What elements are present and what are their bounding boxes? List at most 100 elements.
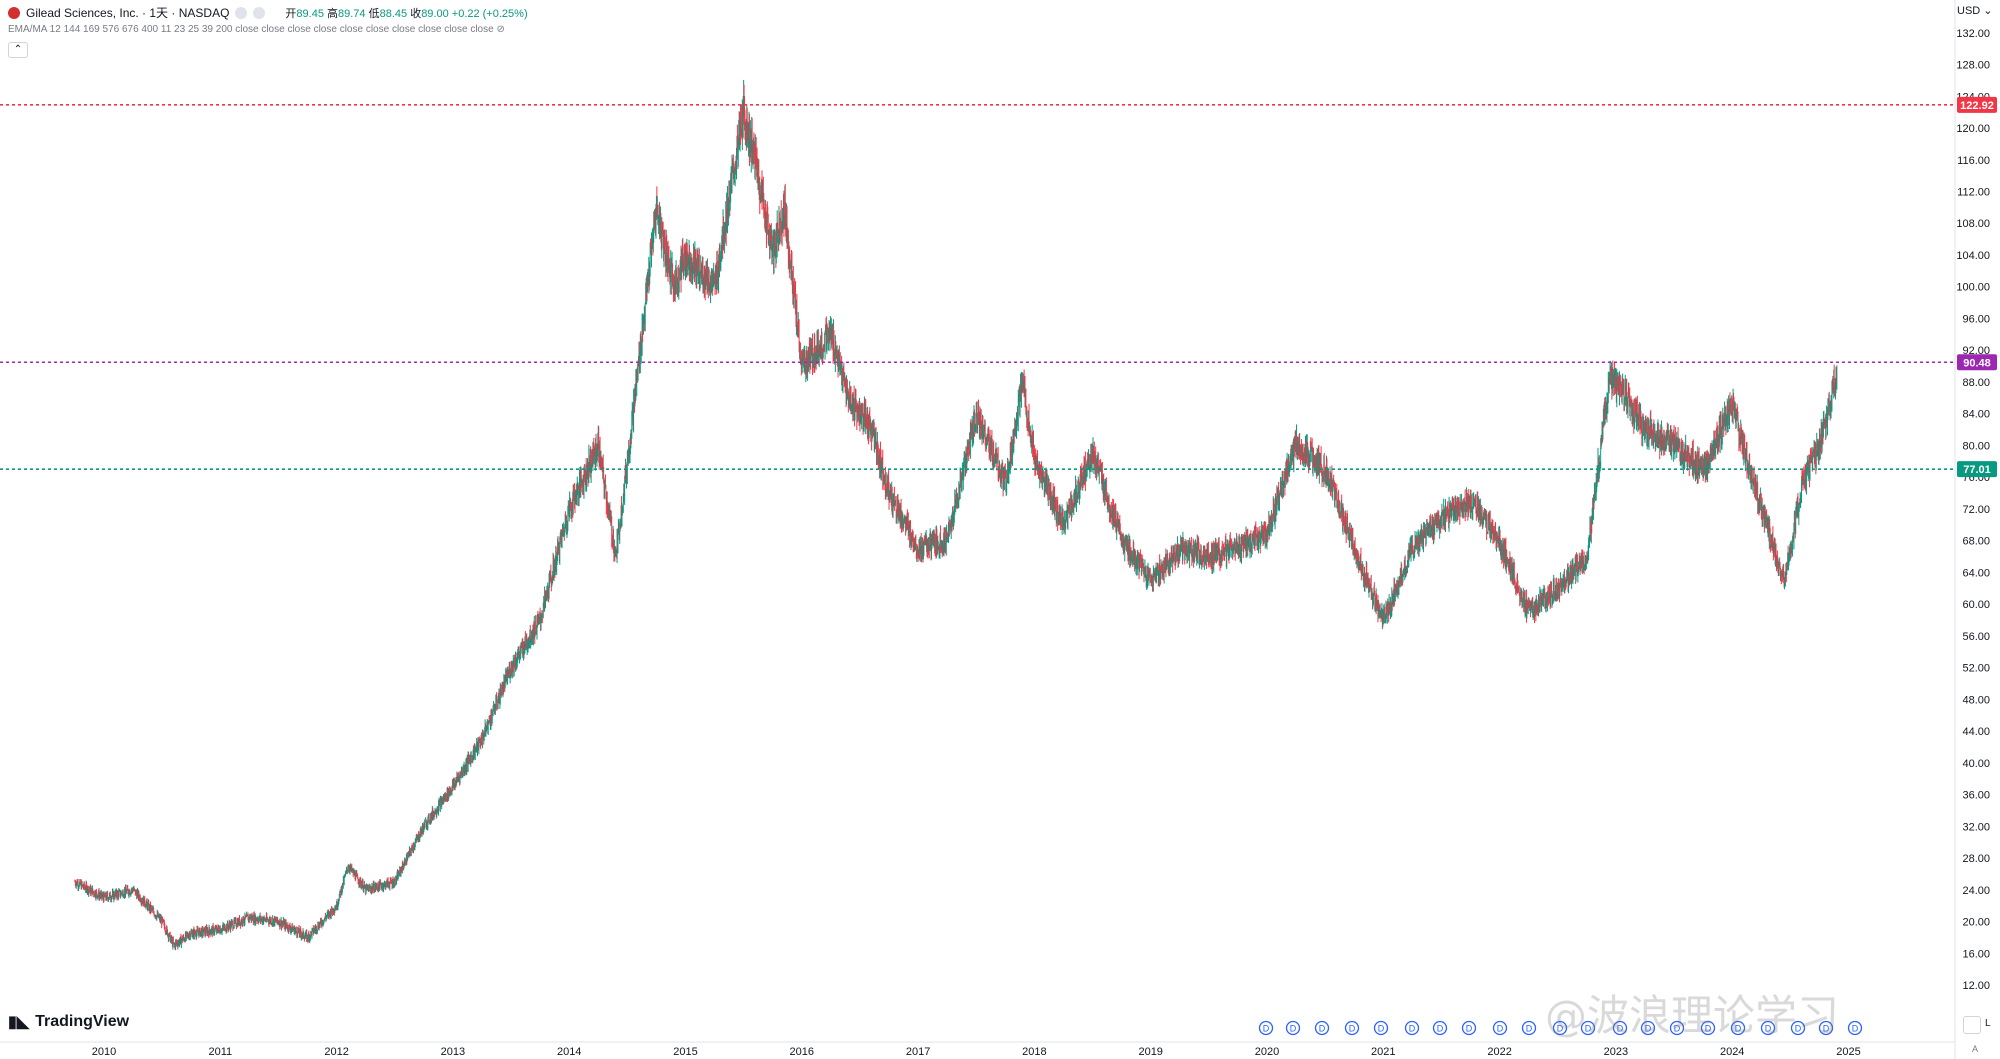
x-tick-label: 2014	[557, 1046, 581, 1058]
y-tick-label: 72.00	[1962, 504, 1990, 516]
dividend-marker-icon[interactable]	[1285, 1020, 1301, 1036]
dividend-marker-icon[interactable]	[1847, 1020, 1863, 1036]
x-tick-label: 2017	[906, 1046, 930, 1058]
dividend-marker-letter: D	[1735, 1024, 1742, 1034]
x-tick-label: 2013	[441, 1046, 465, 1058]
x-tick-label: 2025	[1836, 1046, 1860, 1058]
x-tick-label: 2023	[1604, 1046, 1628, 1058]
dividend-marker-letter: D	[1645, 1024, 1652, 1034]
y-tick-label: 120.00	[1956, 123, 1990, 135]
log-scale-toggle[interactable]: L	[1985, 1018, 1991, 1029]
y-tick-label: 88.00	[1962, 377, 1990, 389]
price-level-badge	[1957, 354, 1997, 371]
x-tick-label: 2016	[790, 1046, 814, 1058]
y-tick-label: 40.00	[1962, 758, 1990, 770]
dividend-marker-icon[interactable]	[1314, 1020, 1330, 1036]
x-tick-label: 2021	[1371, 1046, 1395, 1058]
dividend-marker-icon[interactable]	[1258, 1020, 1274, 1036]
open-value: 89.45	[296, 7, 324, 20]
tv-brand-text: TradingView	[35, 1013, 130, 1030]
dividend-marker-icon[interactable]	[1373, 1020, 1389, 1036]
x-tick-label: 2018	[1022, 1046, 1046, 1058]
tradingview-logo[interactable]: ▮◣ TradingView	[8, 1012, 129, 1032]
price-level-badge	[1957, 96, 1997, 113]
y-tick-label: 96.00	[1962, 313, 1990, 325]
x-tick-label: 2020	[1255, 1046, 1279, 1058]
y-tick-label: 112.00	[1957, 187, 1990, 199]
dividend-marker-letter: D	[1617, 1024, 1624, 1034]
y-tick-label: 108.00	[1956, 218, 1990, 230]
symbol-logo-icon	[8, 6, 20, 19]
price-level-label: 122.92	[1960, 100, 1994, 112]
x-tick-label: 2019	[1138, 1046, 1162, 1058]
y-tick-label: 52.00	[1962, 663, 1990, 675]
currency-label[interactable]: USD ⌄	[1957, 5, 1993, 17]
x-tick-label: 2011	[208, 1046, 232, 1058]
watermark: @波浪理论学习	[1545, 991, 1840, 1040]
dividend-marker-icon[interactable]	[1818, 1020, 1834, 1036]
dividend-marker-letter: D	[1674, 1024, 1681, 1034]
dividend-marker-icon[interactable]	[1492, 1020, 1508, 1036]
dividend-marker-letter: D	[1705, 1024, 1712, 1034]
dividend-marker-icon[interactable]	[1404, 1020, 1420, 1036]
y-tick-label: 100.00	[1956, 282, 1990, 294]
y-tick-label: 20.00	[1962, 917, 1990, 929]
y-tick-label: 28.00	[1962, 853, 1990, 865]
y-tick-label: 48.00	[1962, 694, 1990, 706]
dividend-marker-letter: D	[1319, 1024, 1326, 1034]
indicator-legend[interactable]: EMA/MA 12 144 169 576 676 400 11 23 25 3…	[8, 24, 505, 35]
y-tick-label: 36.00	[1962, 790, 1990, 802]
currency-text: USD	[1957, 5, 1981, 17]
y-tick-label: 132.00	[1956, 28, 1990, 40]
price-level-label: 90.48	[1963, 357, 1991, 369]
dividend-marker-icon[interactable]	[1612, 1020, 1628, 1036]
y-tick-label: 24.00	[1962, 885, 1990, 897]
dividend-marker-letter: D	[1497, 1024, 1504, 1034]
dividend-marker-icon[interactable]	[1760, 1020, 1776, 1036]
dividend-marker-icon[interactable]	[1461, 1020, 1477, 1036]
x-tick-label: 2015	[673, 1046, 697, 1058]
dividend-marker-icon[interactable]	[1730, 1020, 1746, 1036]
y-tick-label: 92.00	[1962, 345, 1990, 357]
dividend-marker-icon[interactable]	[1640, 1020, 1656, 1036]
auto-scale-toggle[interactable]: A	[1972, 1044, 1979, 1054]
collapse-legend-button[interactable]: ⌃	[8, 42, 28, 58]
dividend-marker-icon[interactable]	[1521, 1020, 1537, 1036]
dividend-marker-letter: D	[1585, 1024, 1592, 1034]
x-tick-label: 2024	[1720, 1046, 1744, 1058]
hide-indicator-icon[interactable]: ⊘	[496, 24, 505, 35]
dividend-marker-letter: D	[1557, 1024, 1564, 1034]
dividend-marker-icon[interactable]	[1580, 1020, 1596, 1036]
x-tick-label: 2010	[92, 1046, 116, 1058]
x-tick-label: 2012	[324, 1046, 348, 1058]
dividend-marker-letter: D	[1349, 1024, 1356, 1034]
dividend-marker-letter: D	[1437, 1024, 1444, 1034]
y-tick-label: 44.00	[1962, 726, 1990, 738]
dividend-marker-letter: D	[1290, 1024, 1297, 1034]
dividend-marker-icon[interactable]	[1552, 1020, 1568, 1036]
price-level-label: 77.01	[1963, 464, 1991, 476]
symbol-title[interactable]: Gilead Sciences, Inc. · 1天 · NASDAQ	[26, 6, 230, 20]
price-level-badge	[1957, 461, 1997, 478]
close-label: 收	[410, 7, 422, 20]
y-tick-label: 128.00	[1956, 60, 1990, 72]
dividend-marker-letter: D	[1466, 1024, 1473, 1034]
settings-icon[interactable]	[1963, 1016, 1981, 1034]
visibility-icon[interactable]	[235, 6, 248, 19]
y-tick-label: 68.00	[1962, 536, 1990, 548]
dividend-marker-letter: D	[1263, 1024, 1270, 1034]
low-value: 88.45	[379, 7, 408, 20]
low-label: 低	[368, 7, 380, 20]
dividend-marker-icon[interactable]	[1344, 1020, 1360, 1036]
y-tick-label: 56.00	[1962, 631, 1990, 643]
dividend-marker-icon[interactable]	[1700, 1020, 1716, 1036]
dividend-marker-letter: D	[1852, 1024, 1859, 1034]
tv-logo-icon: ▮◣	[8, 1014, 30, 1031]
dividend-marker-icon[interactable]	[1432, 1020, 1448, 1036]
high-label: 高	[327, 7, 338, 20]
dividend-marker-icon[interactable]	[1669, 1020, 1685, 1036]
dividend-marker-icon[interactable]	[1790, 1020, 1806, 1036]
indicator-text: EMA/MA 12 144 169 576 676 400 11 23 25 3…	[8, 24, 494, 35]
dividend-marker-letter: D	[1795, 1024, 1802, 1034]
